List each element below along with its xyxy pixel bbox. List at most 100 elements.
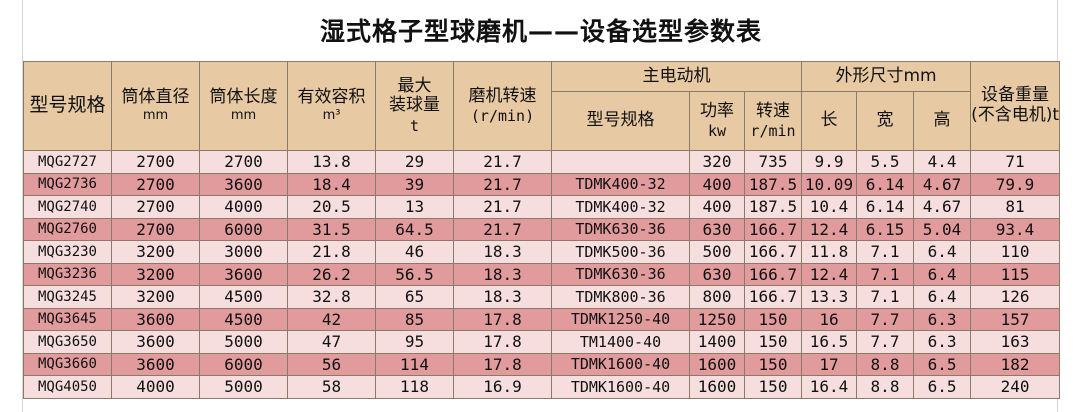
cell-weight: 110: [970, 240, 1061, 264]
cell-dim-height: 4.4: [912, 150, 972, 174]
parameter-table: 型号规格 筒体直径 mm 筒体长度 mm 有效容积 m³ 最大 装球量 t 磨机转速 (r/…: [23, 61, 1061, 399]
cell-dim-width: 8.8: [856, 352, 914, 376]
header-model: 型号规格: [23, 61, 112, 151]
cell-dim-length: 11.8: [801, 240, 857, 264]
cell-diameter: 3200: [111, 240, 200, 264]
cell-motor-power: 800: [689, 285, 745, 309]
page-title: 湿式格子型球磨机——设备选型参数表: [319, 17, 762, 46]
cell-volume: 56: [287, 352, 376, 376]
cell-volume: 42: [287, 307, 376, 331]
cell-mill-speed: 18.3: [453, 240, 552, 264]
cell-mill-speed: 21.7: [453, 195, 552, 219]
cell-motor-model: TDMK1600-40: [551, 352, 690, 376]
table-row: MQG3236 3200 3600 26.2 56.5 18.3 TDMK630-36 630…: [23, 262, 1061, 286]
cell-dim-width: 7.1: [856, 240, 914, 264]
header-diameter: 筒体直径 mm: [111, 61, 200, 151]
cell-weight: 71: [970, 150, 1061, 174]
cell-motor-model: TDMK630-36: [551, 217, 690, 241]
cell-length: 3600: [199, 262, 288, 286]
cell-dim-width: 7.1: [856, 262, 914, 286]
table-row: MQG4050 4000 5000 58 118 16.9 TDMK1600-40 1600 1…: [23, 375, 1061, 399]
cell-mill-speed: 21.7: [453, 217, 552, 241]
cell-dim-length: 16: [801, 307, 857, 331]
cell-volume: 20.5: [287, 195, 376, 219]
cell-diameter: 3600: [111, 307, 200, 331]
cell-weight: 163: [970, 330, 1061, 354]
cell-motor-model: TDMK800-36: [551, 285, 690, 309]
cell-dim-width: 6.15: [856, 217, 914, 241]
header-weight: 设备重量 (不含电机)t: [970, 61, 1061, 151]
cell-weight: 182: [970, 352, 1061, 376]
cell-mill-speed: 18.3: [453, 262, 552, 286]
cell-weight: 115: [970, 262, 1061, 286]
cell-motor-speed: 150: [744, 352, 802, 376]
header-motor-speed: 转速 r/min: [744, 91, 802, 151]
cell-length: 5000: [199, 330, 288, 354]
cell-length: 5000: [199, 375, 288, 399]
cell-motor-power: 1600: [689, 352, 745, 376]
cell-model: MQG3236: [23, 262, 112, 286]
cell-dim-length: 10.4: [801, 195, 857, 219]
cell-ball-load: 13: [375, 195, 454, 219]
cell-ball-load: 114: [375, 352, 454, 376]
cell-ball-load: 39: [375, 172, 454, 196]
cell-volume: 32.8: [287, 285, 376, 309]
cell-motor-power: 400: [689, 172, 745, 196]
cell-model: MQG2740: [23, 195, 112, 219]
cell-ball-load: 29: [375, 150, 454, 174]
cell-dim-height: 6.3: [912, 307, 972, 331]
cell-dim-height: 6.4: [912, 285, 972, 309]
cell-motor-power: 500: [689, 240, 745, 264]
cell-model: MQG3245: [23, 285, 112, 309]
cell-mill-speed: 21.7: [453, 150, 552, 174]
cell-mill-speed: 21.7: [453, 172, 552, 196]
table-row: MQG2727 2700 2700 13.8 29 21.7 320 735 9.9 5.5 4.4…: [23, 150, 1061, 174]
cell-dim-length: 12.4: [801, 217, 857, 241]
header-dim-length: 长: [801, 91, 857, 151]
table-row: MQG3645 3600 4500 42 85 17.8 TDMK1250-40 1250 15…: [23, 307, 1061, 331]
cell-dim-width: 7.7: [856, 330, 914, 354]
table-row: MQG2736 2700 3600 18.4 39 21.7 TDMK400-32 400 18…: [23, 172, 1061, 196]
cell-length: 4000: [199, 195, 288, 219]
cell-diameter: 2700: [111, 195, 200, 219]
cell-motor-power: 630: [689, 262, 745, 286]
cell-dim-length: 13.3: [801, 285, 857, 309]
cell-ball-load: 64.5: [375, 217, 454, 241]
header-volume: 有效容积 m³: [287, 61, 376, 151]
cell-model: MQG2736: [23, 172, 112, 196]
cell-mill-speed: 17.8: [453, 352, 552, 376]
cell-ball-load: 95: [375, 330, 454, 354]
cell-motor-power: 1600: [689, 375, 745, 399]
cell-volume: 13.8: [287, 150, 376, 174]
cell-length: 3000: [199, 240, 288, 264]
cell-weight: 93.4: [970, 217, 1061, 241]
header-ball-load: 最大 装球量 t: [375, 61, 454, 151]
table-row: MQG3650 3600 5000 47 95 17.8 TM1400-40 1400 150 1…: [23, 330, 1061, 354]
cell-dim-length: 16.4: [801, 375, 857, 399]
cell-weight: 81: [970, 195, 1061, 219]
cell-mill-speed: 17.8: [453, 330, 552, 354]
header-dim-width: 宽: [856, 91, 914, 151]
cell-mill-speed: 17.8: [453, 307, 552, 331]
cell-dim-length: 10.09: [801, 172, 857, 196]
table-row: MQG3660 3600 6000 56 114 17.8 TDMK1600-40 1600 1…: [23, 352, 1061, 376]
cell-weight: 126: [970, 285, 1061, 309]
header-dim-height: 高: [912, 91, 972, 151]
cell-model: MQG3660: [23, 352, 112, 376]
cell-length: 6000: [199, 217, 288, 241]
cell-ball-load: 56.5: [375, 262, 454, 286]
cell-weight: 79.9: [970, 172, 1061, 196]
cell-model: MQG2760: [23, 217, 112, 241]
cell-motor-power: 320: [689, 150, 745, 174]
cell-diameter: 3200: [111, 262, 200, 286]
table-row: MQG2740 2700 4000 20.5 13 21.7 TDMK400-32 400 18…: [23, 195, 1061, 219]
cell-ball-load: 65: [375, 285, 454, 309]
cell-motor-power: 400: [689, 195, 745, 219]
cell-dim-width: 5.5: [856, 150, 914, 174]
header-motor-group: 主电动机: [551, 61, 802, 92]
cell-dim-height: 4.67: [912, 195, 972, 219]
cell-weight: 240: [970, 375, 1061, 399]
cell-diameter: 2700: [111, 150, 200, 174]
cell-motor-speed: 150: [744, 375, 802, 399]
cell-diameter: 3600: [111, 330, 200, 354]
